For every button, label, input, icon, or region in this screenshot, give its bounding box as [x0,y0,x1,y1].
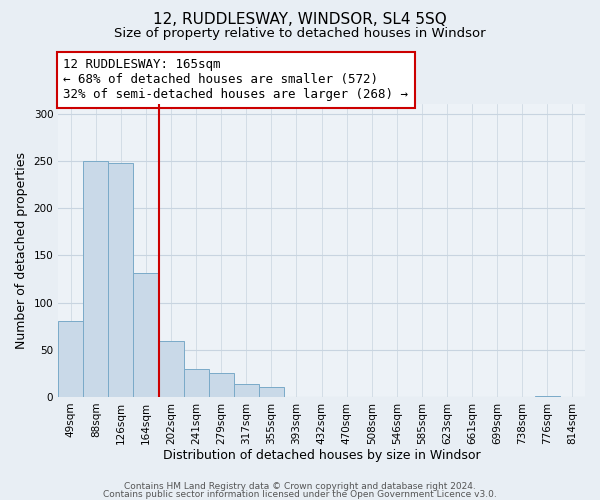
Text: Size of property relative to detached houses in Windsor: Size of property relative to detached ho… [114,28,486,40]
Bar [184,368,209,397]
Y-axis label: Number of detached properties: Number of detached properties [15,152,28,349]
Bar [83,161,109,397]
Text: 12 RUDDLESWAY: 165sqm
← 68% of detached houses are smaller (572)
32% of semi-det: 12 RUDDLESWAY: 165sqm ← 68% of detached … [64,58,409,102]
Text: Contains HM Land Registry data © Crown copyright and database right 2024.: Contains HM Land Registry data © Crown c… [124,482,476,491]
Bar [234,384,259,397]
Bar [259,386,284,397]
Text: Contains public sector information licensed under the Open Government Licence v3: Contains public sector information licen… [103,490,497,499]
Text: 12, RUDDLESWAY, WINDSOR, SL4 5SQ: 12, RUDDLESWAY, WINDSOR, SL4 5SQ [153,12,447,28]
Bar [158,342,184,397]
Bar [209,374,234,397]
Bar [109,163,133,397]
X-axis label: Distribution of detached houses by size in Windsor: Distribution of detached houses by size … [163,450,481,462]
Bar [58,322,83,397]
Bar [133,274,158,397]
Bar [535,396,560,397]
